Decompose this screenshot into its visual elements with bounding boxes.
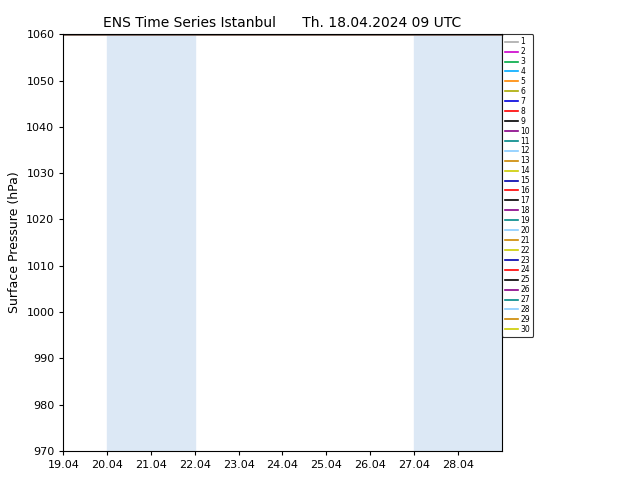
Bar xyxy=(151,34,195,451)
Legend: 1, 2, 3, 4, 5, 6, 7, 8, 9, 10, 11, 12, 13, 14, 15, 16, 17, 18, 19, 20, 21, 22, 2: 1, 2, 3, 4, 5, 6, 7, 8, 9, 10, 11, 12, 1… xyxy=(501,34,533,337)
Title: ENS Time Series Istanbul      Th. 18.04.2024 09 UTC: ENS Time Series Istanbul Th. 18.04.2024 … xyxy=(103,16,462,30)
Bar xyxy=(107,34,151,451)
Y-axis label: Surface Pressure (hPa): Surface Pressure (hPa) xyxy=(8,172,21,314)
Bar xyxy=(458,34,501,451)
Bar xyxy=(414,34,458,451)
